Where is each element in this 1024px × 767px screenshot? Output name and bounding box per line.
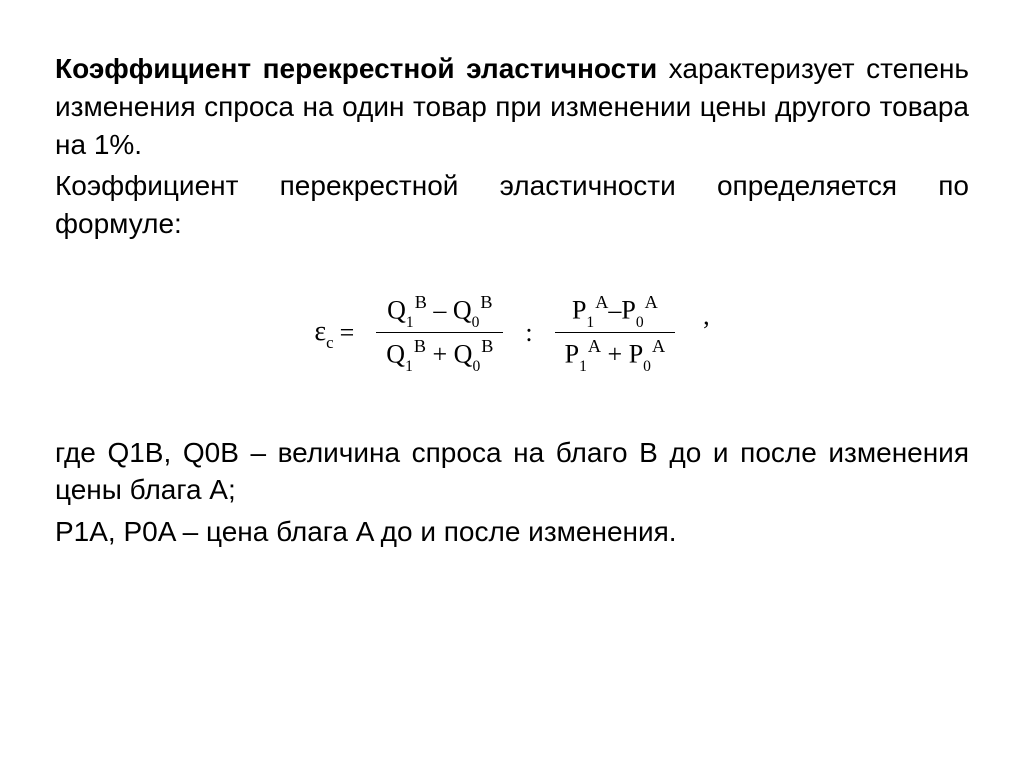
paragraph-formula-intro: Коэффициент перекрестной эластичности оп… bbox=[55, 167, 969, 243]
epsilon-symbol: εc bbox=[314, 316, 333, 352]
where-q-line: где Q1B, Q0B – величина спроса на благо … bbox=[55, 434, 969, 510]
formula-comma: , bbox=[703, 301, 710, 331]
where-block: где Q1B, Q0B – величина спроса на благо … bbox=[55, 434, 969, 551]
formula: εc = Q1B – Q0B Q1B + Q0B : P1A–P0A P1A +… bbox=[55, 293, 969, 374]
fraction-q-denominator: Q1B + Q0B bbox=[376, 332, 503, 374]
slide: Коэффициент перекрестной эластичности ха… bbox=[0, 0, 1024, 767]
fraction-p: P1A–P0A P1A + P0A bbox=[555, 293, 675, 374]
division-colon: : bbox=[525, 318, 532, 348]
fraction-p-numerator: P1A–P0A bbox=[562, 293, 668, 332]
equals-sign: = bbox=[340, 318, 355, 348]
where-p-line: P1A, P0A – цена блага A до и после измен… bbox=[55, 513, 969, 551]
paragraph-definition: Коэффициент перекрестной эластичности ха… bbox=[55, 50, 969, 163]
fraction-p-denominator: P1A + P0A bbox=[555, 332, 675, 374]
where-q-text: Q1B, Q0B – величина спроса на благо B до… bbox=[55, 437, 969, 506]
fraction-q-numerator: Q1B – Q0B bbox=[377, 293, 502, 332]
fraction-q: Q1B – Q0B Q1B + Q0B bbox=[376, 293, 503, 374]
where-prefix: где bbox=[55, 437, 107, 468]
term-bold: Коэффициент перекрестной эластичности bbox=[55, 53, 657, 84]
